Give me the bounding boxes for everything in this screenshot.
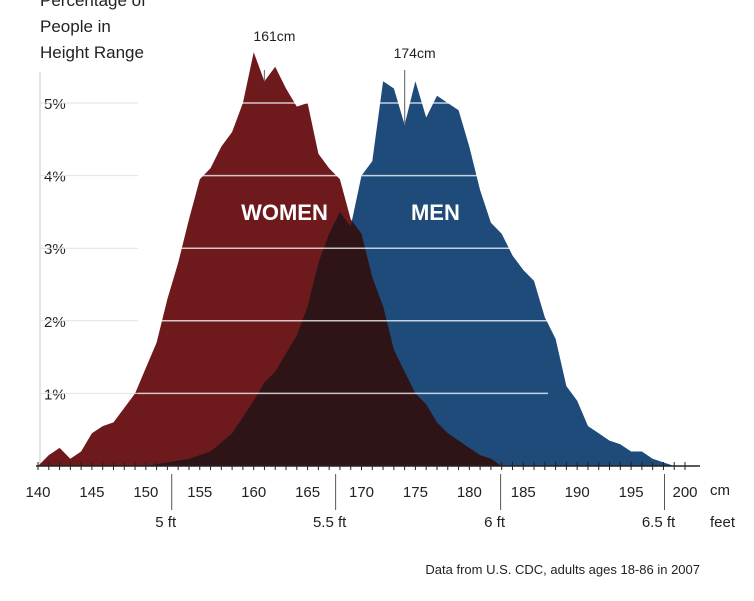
y-tick-labels: 1% 2% 3% 4% 5%	[44, 96, 66, 403]
x-feet-ticks: 5 ft 5.5 ft 6 ft 6.5 ft	[155, 474, 676, 531]
x-cm-tick-label-165: 165	[295, 484, 320, 501]
women-series-label: WOMEN	[241, 200, 328, 225]
x-feet-tick-label-4: 6.5 ft	[642, 514, 676, 531]
y-axis-label-line-3: Height Range	[40, 43, 144, 62]
x-cm-tick-label-180: 180	[457, 484, 482, 501]
y-axis-label-line-2: People in	[40, 17, 111, 36]
gridlines	[40, 102, 548, 395]
y-tick-label-4: 4%	[44, 169, 66, 186]
x-feet-tick-label-1: 5 ft	[155, 514, 177, 531]
x-cm-tick-label-145: 145	[79, 484, 104, 501]
x-cm-tick-label-170: 170	[349, 484, 374, 501]
x-feet-unit-label: feet	[710, 514, 736, 531]
x-cm-tick-label-150: 150	[133, 484, 158, 501]
x-cm-ticks: 140 145 150 155 160 165 170 175 180 185 190 195 200	[25, 484, 697, 501]
x-cm-tick-label-155: 155	[187, 484, 212, 501]
y-tick-label-2: 2%	[44, 314, 66, 331]
x-cm-tick-label-175: 175	[403, 484, 428, 501]
x-cm-tick-label-190: 190	[565, 484, 590, 501]
x-cm-tick-label-195: 195	[619, 484, 644, 501]
women-peak-label: 161cm	[253, 28, 295, 44]
x-feet-tick-label-3: 6 ft	[484, 514, 506, 531]
x-cm-tick-label-160: 160	[241, 484, 266, 501]
x-cm-tick-label-140: 140	[25, 484, 50, 501]
y-tick-label-1: 1%	[44, 386, 66, 403]
y-tick-label-5: 5%	[44, 96, 66, 113]
x-cm-tick-label-185: 185	[511, 484, 536, 501]
x-minor-ticks	[37, 462, 686, 470]
y-tick-label-3: 3%	[44, 241, 66, 258]
men-peak-label: 174cm	[394, 45, 436, 61]
x-feet-tick-label-2: 5.5 ft	[313, 514, 347, 531]
y-axis-label-line-1: Percentage of	[40, 0, 146, 10]
peak-markers: 161cm 174cm	[253, 28, 436, 125]
x-cm-tick-label-200: 200	[672, 484, 697, 501]
men-series-label: MEN	[411, 200, 460, 225]
x-cm-unit-label: cm	[710, 482, 730, 499]
source-note: Data from U.S. CDC, adults ages 18-86 in…	[425, 562, 700, 577]
